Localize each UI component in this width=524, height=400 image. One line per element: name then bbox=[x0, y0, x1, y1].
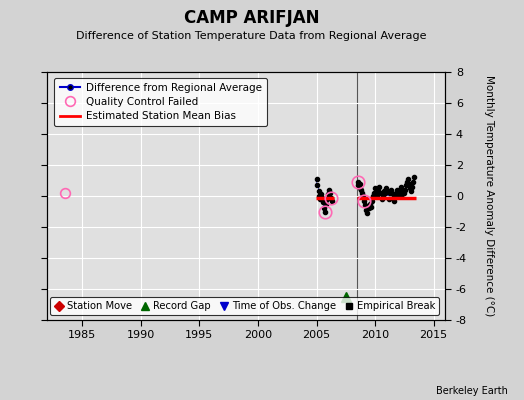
Y-axis label: Monthly Temperature Anomaly Difference (°C): Monthly Temperature Anomaly Difference (… bbox=[484, 75, 494, 317]
Text: CAMP ARIFJAN: CAMP ARIFJAN bbox=[184, 9, 319, 27]
Text: Difference of Station Temperature Data from Regional Average: Difference of Station Temperature Data f… bbox=[77, 31, 427, 41]
Text: Berkeley Earth: Berkeley Earth bbox=[436, 386, 508, 396]
Legend: Station Move, Record Gap, Time of Obs. Change, Empirical Break: Station Move, Record Gap, Time of Obs. C… bbox=[50, 297, 440, 315]
